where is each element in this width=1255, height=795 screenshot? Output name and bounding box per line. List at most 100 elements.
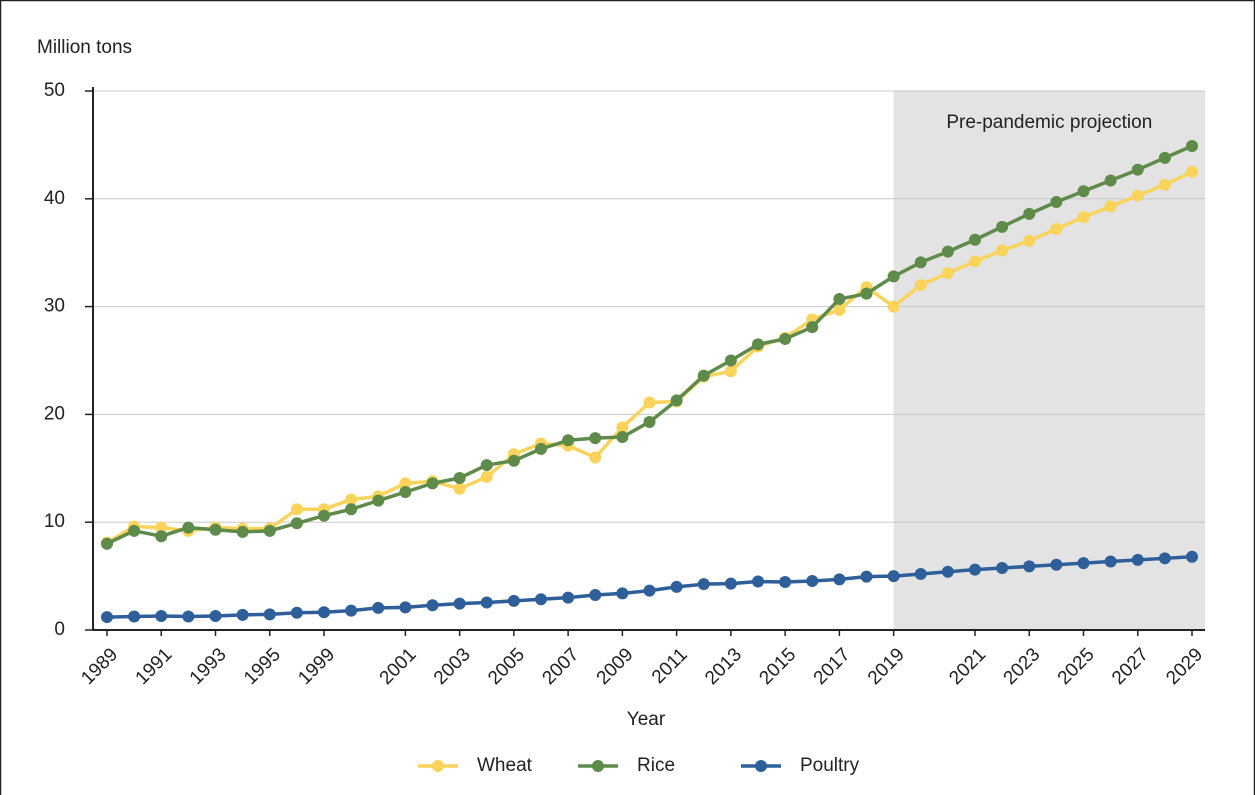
legend-label: Poultry	[800, 755, 860, 776]
data-point	[182, 521, 195, 534]
data-point	[969, 563, 981, 576]
data-point	[887, 270, 900, 283]
data-point	[1077, 185, 1090, 198]
data-point	[1186, 550, 1198, 563]
data-point	[399, 486, 412, 499]
data-point	[779, 332, 792, 345]
x-tick-label: 2025	[1054, 644, 1099, 689]
x-tick-label: 2003	[430, 644, 475, 689]
data-point	[860, 287, 873, 300]
data-point	[426, 477, 439, 490]
data-point	[128, 610, 141, 623]
data-point	[399, 477, 412, 490]
x-axis-label: Year	[627, 709, 666, 730]
data-point	[887, 570, 900, 583]
y-tick-label: 30	[44, 296, 65, 317]
data-point	[480, 596, 493, 609]
legend-label: Rice	[637, 755, 675, 776]
data-point	[236, 525, 249, 538]
data-point	[1186, 165, 1198, 178]
legend-marker	[592, 760, 604, 772]
data-point	[941, 245, 954, 258]
y-tick-label: 0	[54, 619, 65, 640]
data-point	[155, 609, 168, 622]
data-point	[887, 300, 900, 313]
data-point	[1104, 555, 1117, 568]
data-point	[562, 591, 575, 604]
data-point	[1050, 222, 1063, 235]
data-point	[806, 321, 819, 334]
data-point	[1050, 558, 1063, 571]
data-point	[155, 530, 168, 543]
x-tick-label: 1999	[294, 644, 339, 689]
data-point	[507, 594, 520, 607]
data-point	[562, 434, 575, 447]
data-point	[155, 521, 168, 534]
data-point	[1158, 552, 1171, 565]
data-point	[1158, 151, 1171, 164]
data-point	[752, 575, 764, 588]
y-axis-label: Million tons	[37, 37, 132, 58]
data-point	[833, 303, 846, 316]
data-point	[996, 244, 1009, 257]
data-point	[1023, 560, 1036, 573]
x-tick-label: 2027	[1108, 644, 1153, 689]
data-point	[101, 537, 113, 550]
x-tick-label: 2015	[755, 644, 800, 689]
x-tick-label: 2017	[810, 644, 855, 689]
data-point	[1104, 200, 1117, 213]
data-point	[860, 570, 873, 583]
data-point	[833, 573, 846, 586]
data-point	[453, 597, 466, 610]
data-point	[643, 584, 656, 597]
data-point	[535, 593, 547, 606]
data-point	[101, 611, 113, 624]
data-point	[1158, 178, 1171, 191]
data-point	[941, 267, 954, 280]
data-point	[290, 606, 303, 619]
data-point	[914, 256, 927, 269]
data-point	[1131, 163, 1144, 176]
data-point	[589, 451, 602, 464]
data-point	[507, 454, 520, 467]
data-point	[969, 233, 981, 246]
data-point	[697, 369, 710, 382]
legend-marker	[432, 760, 444, 772]
data-point	[752, 338, 764, 351]
y-tick-label: 50	[44, 80, 65, 101]
data-point	[1077, 211, 1090, 224]
data-point	[290, 517, 303, 530]
data-point	[914, 279, 927, 292]
data-point	[670, 580, 683, 593]
data-point	[1131, 189, 1144, 202]
data-point	[1131, 553, 1144, 566]
x-tick-label: 1989	[77, 644, 122, 689]
data-point	[589, 432, 602, 445]
y-tick-label: 20	[44, 403, 65, 424]
legend-label: Wheat	[477, 755, 533, 776]
data-point	[372, 601, 385, 614]
data-point	[399, 601, 412, 614]
data-point	[833, 293, 846, 306]
data-point	[996, 220, 1009, 233]
data-point	[535, 442, 547, 455]
x-tick-label: 2011	[648, 644, 692, 688]
data-point	[426, 599, 439, 612]
data-point	[914, 567, 927, 580]
data-point	[616, 421, 629, 434]
x-tick-label: 1993	[186, 644, 231, 689]
data-point	[1050, 196, 1063, 209]
x-tick-label: 1991	[132, 644, 177, 689]
data-point	[697, 578, 710, 591]
data-point	[236, 608, 249, 621]
x-tick-label: 1995	[240, 644, 285, 689]
x-tick-label: 2013	[701, 644, 746, 689]
data-point	[724, 577, 737, 590]
data-point	[670, 394, 683, 407]
data-point	[1023, 234, 1036, 247]
data-point	[724, 365, 737, 378]
data-point	[453, 472, 466, 485]
data-point	[290, 503, 303, 516]
y-tick-label: 40	[44, 188, 65, 209]
data-point	[182, 610, 195, 623]
